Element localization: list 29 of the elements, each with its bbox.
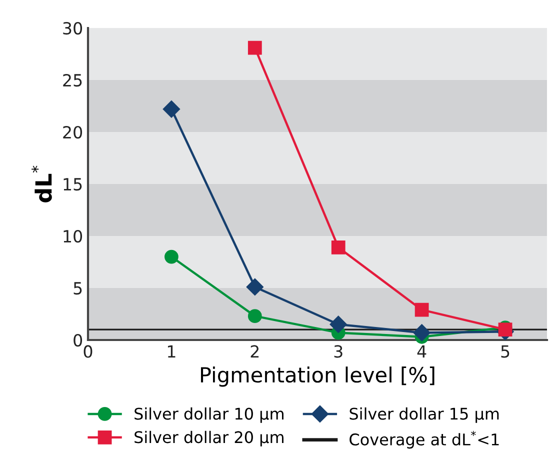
legend-label: Silver dollar 20 µm xyxy=(134,430,284,446)
legend-label: Silver dollar 10 µm xyxy=(134,407,284,423)
point xyxy=(248,40,262,55)
y-tick-label: 15 xyxy=(64,178,82,191)
y-tick-label: 0 xyxy=(74,334,82,347)
legend-label: Silver dollar 15 µm xyxy=(350,407,499,423)
x-tick-label: 5 xyxy=(501,345,510,358)
point xyxy=(248,309,262,324)
point xyxy=(331,240,346,254)
point xyxy=(164,250,178,264)
legend-label: Coverage at dL$^{*}$<1 xyxy=(350,430,499,449)
y-tick-label: 30 xyxy=(63,22,82,35)
y-tick-label: 20 xyxy=(63,126,82,139)
y-tick-label: 10 xyxy=(64,230,82,243)
y-tick-label: 5 xyxy=(74,282,82,295)
x-tick-label: 4 xyxy=(417,345,426,358)
x-tick-label: 0 xyxy=(84,345,92,358)
x-tick-label: 3 xyxy=(334,345,342,358)
point xyxy=(330,316,347,333)
y-tick-label: 25 xyxy=(63,74,82,87)
point xyxy=(414,302,429,317)
x-tick-label: 1 xyxy=(168,345,176,358)
point xyxy=(162,100,180,118)
point xyxy=(246,278,264,296)
y-axis-title: dL$^{*}$ xyxy=(32,166,52,202)
x-tick-label: 2 xyxy=(250,345,259,358)
point xyxy=(498,322,512,337)
x-axis-title: Pigmentation level [%] xyxy=(200,366,434,387)
point xyxy=(413,324,430,342)
